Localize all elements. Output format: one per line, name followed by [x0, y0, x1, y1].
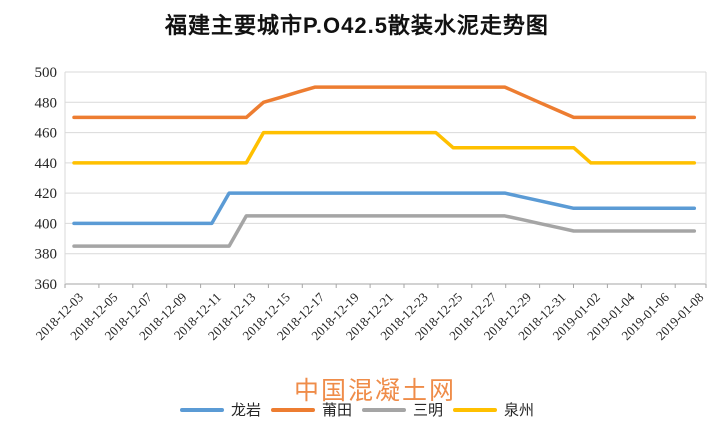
y-tick-label: 460: [35, 126, 58, 142]
y-tick-label: 420: [35, 186, 58, 202]
series-line-三明: [72, 214, 697, 248]
legend-swatch: [270, 407, 315, 412]
series-line-泉州: [72, 130, 697, 165]
y-tick-label: 400: [35, 216, 58, 232]
legend-label: 龙岩: [230, 403, 261, 419]
legend-label: 泉州: [504, 403, 535, 419]
y-tick-label: 360: [35, 277, 58, 293]
y-tick-label: 440: [35, 156, 58, 172]
legend-item-泉州: 泉州: [453, 399, 534, 420]
series-line-龙岩: [72, 191, 697, 226]
legend-swatch: [453, 407, 498, 412]
watermark: 中国混凝土网: [293, 377, 457, 405]
legend-item-龙岩: 龙岩: [179, 399, 261, 420]
y-tick-label: 480: [35, 95, 58, 111]
legend-label: 三明: [413, 403, 444, 419]
legend-label: 莆田: [321, 403, 352, 419]
chart-title: 福建主要城市P.O42.5散装水泥走势图: [165, 13, 549, 38]
legend-item-三明: 三明: [362, 399, 443, 420]
legend-swatch: [179, 407, 224, 412]
legend: 龙岩 莆田 三明 泉州: [0, 399, 714, 420]
legend-swatch: [362, 407, 406, 412]
y-tick-label: 500: [35, 65, 58, 81]
legend-item-莆田: 莆田: [270, 399, 352, 420]
y-tick-label: 380: [35, 247, 58, 263]
series-line-莆田: [72, 85, 697, 120]
